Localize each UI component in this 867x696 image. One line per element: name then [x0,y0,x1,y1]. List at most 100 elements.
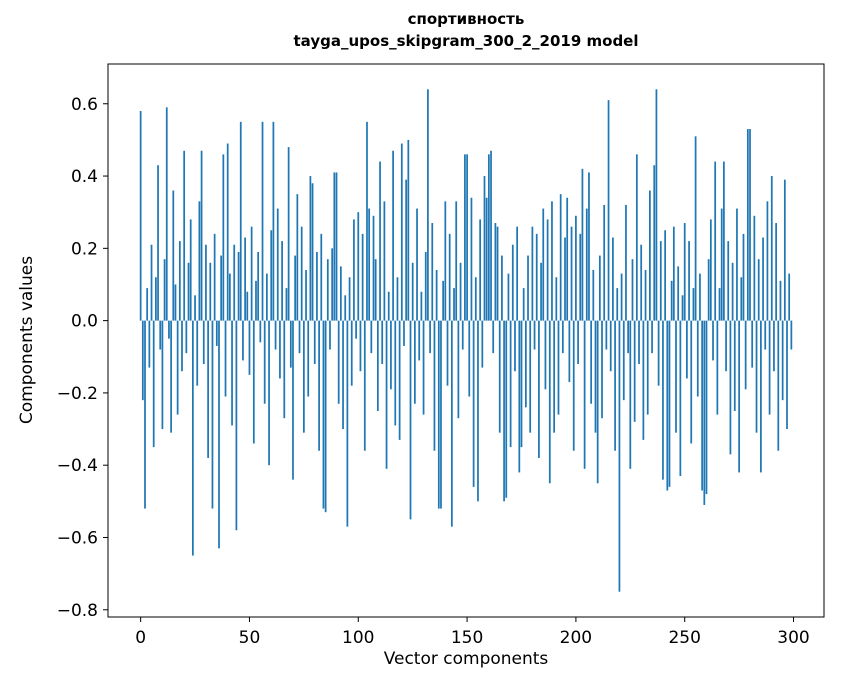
bar [559,194,562,321]
bar [725,320,727,372]
bar [218,320,220,549]
bar [374,259,377,321]
bar [379,161,381,321]
bar [390,320,392,390]
bar [570,226,573,321]
bar [653,165,656,321]
bar [744,320,747,390]
bar [283,320,286,419]
bar [185,320,188,354]
bar [644,270,647,321]
bar [363,320,366,451]
bar [361,233,364,321]
bar [516,226,519,321]
bar [257,251,260,321]
bar [605,320,608,350]
bar [192,320,194,556]
bar [749,129,751,321]
bar [159,320,162,350]
bar [198,201,201,321]
bar [483,176,486,321]
bar [672,226,675,321]
bar [383,201,386,321]
bar [155,277,157,321]
bar [601,320,603,419]
bar [313,320,316,364]
bar [533,320,536,350]
y-tick-label: −0.4 [57,456,98,476]
bar [781,320,784,401]
bar [440,320,442,509]
bar [566,197,569,321]
x-tick-label: 0 [135,628,146,648]
bar [170,320,172,433]
bar [461,320,464,350]
bar [490,150,492,321]
bar [231,320,233,426]
x-tick-label: 300 [777,628,809,648]
bar [279,320,281,379]
bar [718,288,721,321]
bar [527,255,529,321]
bar [146,288,149,321]
bar [183,150,186,321]
x-axis-label: Vector components [383,649,549,669]
bar [625,204,627,321]
y-tick-label: −0.6 [57,528,98,548]
bar [616,288,619,321]
y-tick-label: 0.6 [71,95,98,115]
bar [760,320,762,473]
bar [590,320,593,404]
bar [459,262,462,321]
bar [746,129,749,321]
bar [679,320,682,477]
x-tick-label: 50 [239,628,261,648]
bar [144,320,146,509]
bar [252,320,255,444]
bar [433,320,436,451]
bar [148,320,151,368]
bar [575,215,577,321]
bar [594,320,597,433]
bar [664,230,666,321]
bar [766,201,769,321]
bar [790,320,793,350]
bar [723,161,725,321]
bar [585,208,588,321]
bar [446,320,449,386]
bar [742,233,745,321]
bar [161,320,164,430]
bar [736,208,738,321]
bar [348,277,351,321]
bar [357,212,360,321]
bar [690,320,693,444]
bar [163,259,166,321]
y-tick-label: 0.2 [71,239,98,259]
bar [396,277,399,321]
bar [403,320,405,346]
bar [385,320,388,469]
bar [437,320,440,509]
bar [620,273,623,321]
bar [588,172,590,321]
bar [481,320,484,368]
bar [642,320,645,440]
bar [727,241,730,321]
bar [350,320,353,386]
bar [316,251,318,321]
bar [189,219,192,321]
bar [333,172,336,321]
bar [729,320,732,455]
bar [603,204,606,321]
bar [259,320,262,343]
bar [540,262,542,321]
bar [779,280,782,321]
bar [233,244,236,321]
bar [568,320,571,383]
bar [150,244,153,321]
bar [235,320,238,531]
bar [359,320,362,372]
bar [716,320,719,415]
bar [688,241,690,321]
